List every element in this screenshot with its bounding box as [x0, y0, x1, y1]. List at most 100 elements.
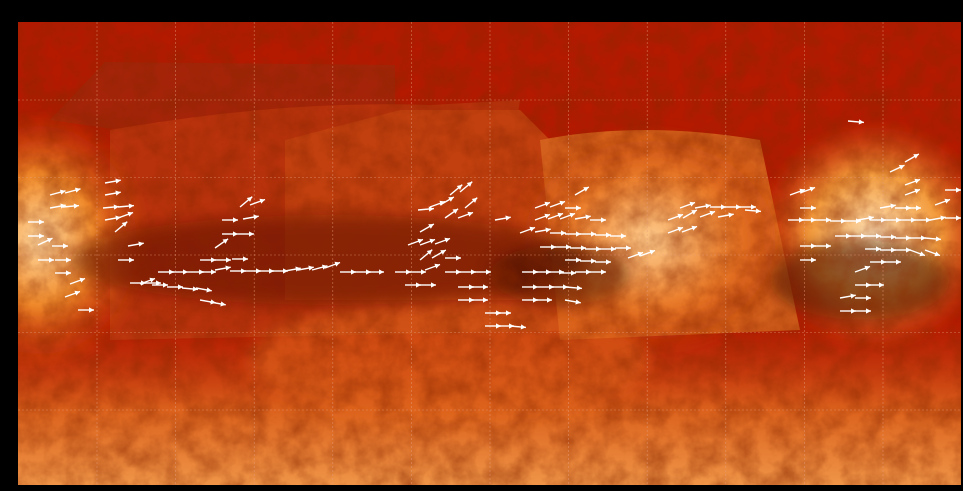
wind-arrow [118, 257, 134, 263]
wind-arrow [534, 213, 551, 221]
wind-arrow [28, 233, 44, 239]
arrow-head [601, 269, 606, 275]
wind-arrow [127, 241, 144, 247]
wind-arrow [407, 238, 424, 246]
wind-arrow [38, 257, 54, 263]
wind-arrow [494, 215, 511, 221]
wind-arrow [830, 218, 846, 224]
arrow-head [649, 249, 656, 255]
arrow-head [39, 219, 44, 225]
wind-arrow [717, 212, 734, 218]
arrow-head [606, 232, 611, 238]
arrow-head [66, 270, 71, 276]
wind-arrow [214, 265, 231, 271]
arrow-head [601, 217, 606, 223]
arrow-head [591, 231, 596, 237]
arrow-head [677, 226, 684, 232]
wind-arrow [117, 203, 135, 209]
arrow-head [856, 218, 861, 224]
arrow-head [709, 210, 716, 216]
wind-arrow [840, 308, 856, 314]
wind-arrow [200, 257, 216, 263]
wind-arrow [682, 209, 698, 219]
arrow-head [226, 257, 231, 263]
wind-arrow [548, 269, 564, 275]
wind-arrow [699, 210, 716, 218]
wind-arrow [850, 233, 866, 239]
wind-arrow [534, 201, 551, 209]
wind-arrow [725, 204, 741, 210]
arrow-head [591, 258, 596, 264]
wind-arrow [560, 270, 576, 276]
arrow-head [898, 164, 905, 170]
wind-arrow [459, 181, 473, 193]
arrow-head [576, 285, 582, 291]
arrow-head [456, 184, 463, 190]
wind-arrow [945, 187, 961, 193]
arrow-head [944, 198, 951, 204]
wind-arrow [419, 223, 435, 233]
wind-arrow [495, 310, 511, 316]
arrow-head [529, 226, 536, 232]
wind-arrow [458, 297, 474, 303]
wind-arrow [870, 217, 886, 223]
arrow-head [49, 257, 54, 263]
arrow-head [39, 233, 44, 239]
wind-arrow [214, 238, 229, 249]
wind-arrow [880, 234, 896, 240]
wind-arrow [570, 245, 586, 251]
wind-arrow [49, 203, 66, 209]
wind-arrow [55, 257, 71, 263]
wind-arrow [667, 213, 684, 221]
arrow-head [456, 269, 461, 275]
arrow-head [46, 237, 53, 243]
wind-arrow [564, 299, 581, 305]
wind-arrow [258, 268, 274, 274]
arrow-head [575, 299, 581, 305]
arrow-head [826, 243, 831, 249]
arrow-head [879, 282, 884, 288]
wind-arrow [800, 257, 816, 263]
arrow-head [426, 249, 433, 255]
arrow-head [334, 261, 341, 267]
wind-arrow [845, 218, 861, 224]
wind-arrow [595, 259, 611, 265]
arrow-head [940, 215, 946, 221]
wind-arrow [909, 249, 926, 257]
wind-arrow [522, 284, 538, 290]
arrow-head [469, 284, 474, 290]
arrow-head [611, 246, 616, 252]
arrow-head [127, 211, 134, 217]
wind-arrow [565, 257, 581, 263]
arrow-head [249, 231, 254, 237]
arrow-head [469, 297, 474, 303]
arrow-head [544, 213, 551, 219]
wind-arrow [855, 308, 871, 314]
arrow-head [545, 227, 551, 233]
wind-arrow [37, 237, 53, 246]
arrow-head [520, 324, 526, 330]
wind-arrow [855, 295, 871, 301]
arrow-head [926, 217, 931, 223]
wind-arrow [565, 285, 583, 291]
wind-arrow [590, 269, 606, 275]
arrow-head [66, 257, 71, 263]
wind-arrow [522, 297, 538, 303]
wind-arrow [209, 301, 226, 307]
arrow-head [431, 282, 436, 288]
wind-arrow [200, 269, 216, 275]
arrow-head [206, 287, 212, 293]
arrow-head [736, 204, 741, 210]
arrow-head [858, 119, 864, 125]
wind-arrow [172, 269, 188, 275]
wind-vectors [28, 119, 961, 330]
wind-arrow [104, 190, 121, 196]
arrow-head [896, 259, 901, 265]
arrow-head [866, 308, 871, 314]
wind-arrow [854, 265, 871, 273]
wind-arrow [800, 205, 816, 211]
arrow-head [452, 208, 459, 214]
wind-arrow [152, 282, 168, 288]
arrow-head [220, 301, 226, 307]
